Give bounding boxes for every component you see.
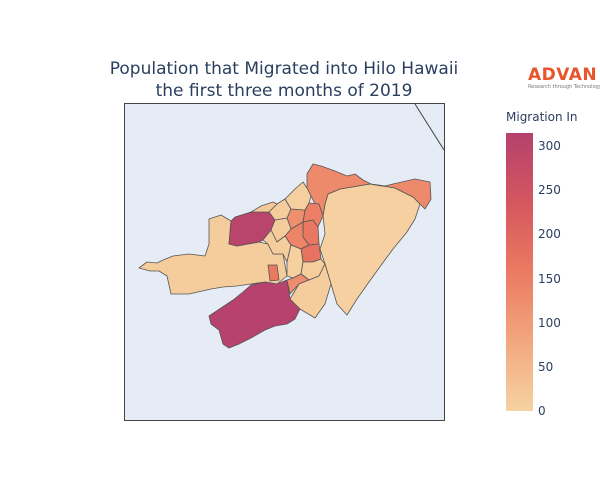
region-small-tract-mid[interactable] — [289, 263, 332, 319]
coastline-line — [414, 104, 444, 151]
map-svg — [138, 104, 444, 349]
region-north-strip[interactable] — [250, 201, 278, 213]
colorbar-tick-label: 150 — [538, 271, 561, 286]
region-east-large-tract[interactable] — [319, 183, 421, 316]
title-line-2: the first three months of 2019 — [155, 81, 413, 101]
colorbar-tick-label: 50 — [538, 359, 554, 374]
title-line-1: Population that Migrated into Hilo Hawai… — [109, 59, 459, 79]
chart-title: Population that Migrated into Hilo Hawai… — [84, 58, 484, 102]
colorbar-tick-label: 300 — [538, 139, 561, 154]
colorbar-title: Migration In — [506, 110, 578, 124]
region-small-tract-south[interactable] — [267, 264, 280, 282]
colorbar-tick-label: 200 — [538, 227, 561, 242]
colorbar-tick-label: 100 — [538, 315, 561, 330]
colorbar-tick-label: 250 — [538, 183, 561, 198]
colorbar — [506, 133, 533, 411]
map-plot-area[interactable] — [124, 103, 445, 421]
region-south-tract[interactable] — [208, 279, 301, 349]
advan-logo: ADVAN Research through Technology — [528, 65, 600, 91]
colorbar-tick-label: 0 — [538, 404, 546, 418]
logo-tagline: Research through Technology — [528, 84, 600, 90]
region-central-tract-h[interactable] — [284, 181, 312, 211]
logo-wordmark: ADVAN — [528, 65, 598, 85]
